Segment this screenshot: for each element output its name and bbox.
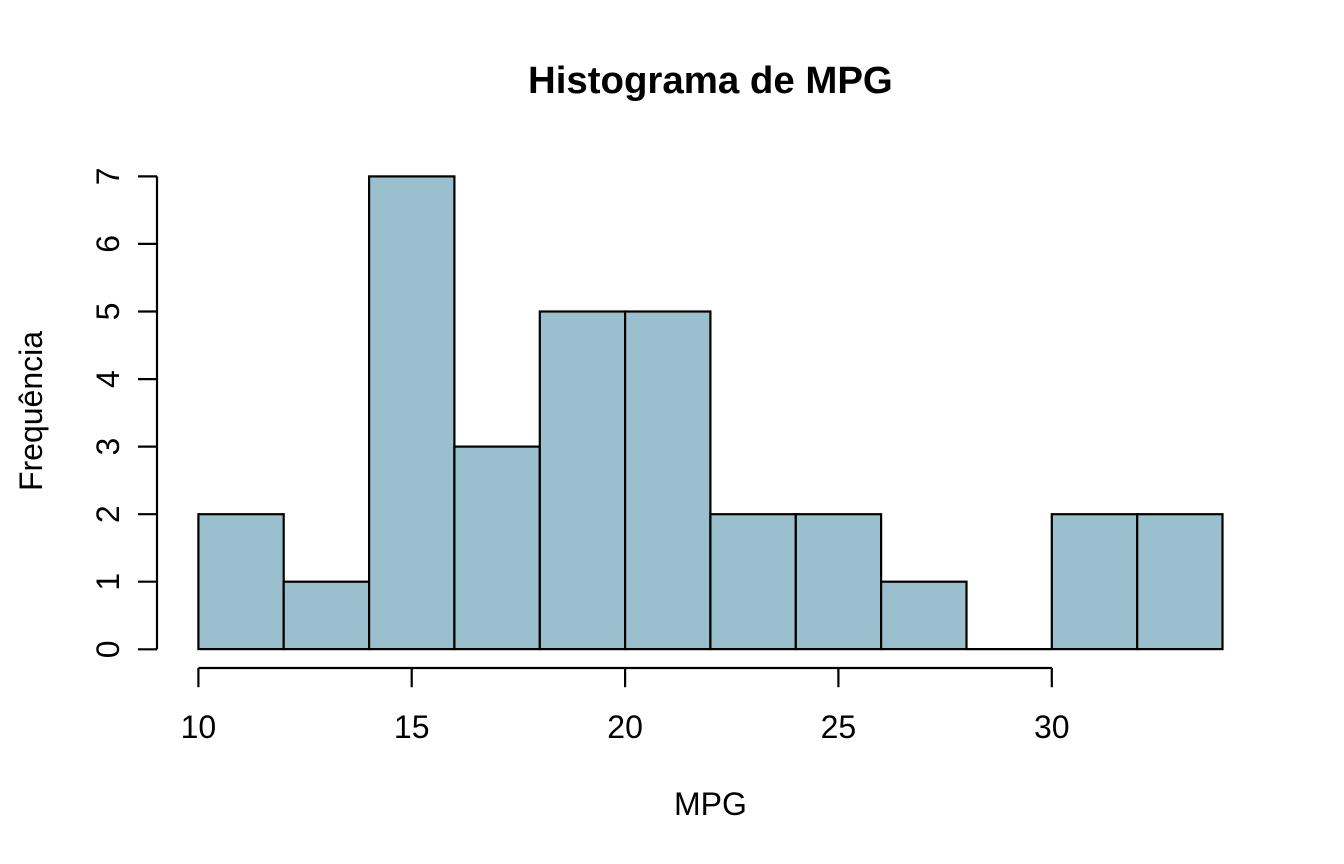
- svg-text:3: 3: [90, 438, 126, 456]
- svg-text:2: 2: [90, 505, 126, 523]
- svg-text:0: 0: [90, 640, 126, 658]
- svg-text:Frequência: Frequência: [13, 331, 49, 491]
- svg-text:15: 15: [394, 709, 430, 745]
- svg-text:7: 7: [90, 168, 126, 186]
- svg-text:30: 30: [1034, 709, 1070, 745]
- svg-text:1: 1: [90, 573, 126, 591]
- svg-text:20: 20: [607, 709, 643, 745]
- svg-text:MPG: MPG: [674, 786, 747, 822]
- svg-text:Histograma de MPG: Histograma de MPG: [528, 59, 893, 102]
- svg-text:10: 10: [181, 709, 217, 745]
- svg-text:5: 5: [90, 303, 126, 321]
- svg-text:4: 4: [90, 370, 126, 388]
- svg-text:25: 25: [821, 709, 857, 745]
- svg-text:6: 6: [90, 235, 126, 253]
